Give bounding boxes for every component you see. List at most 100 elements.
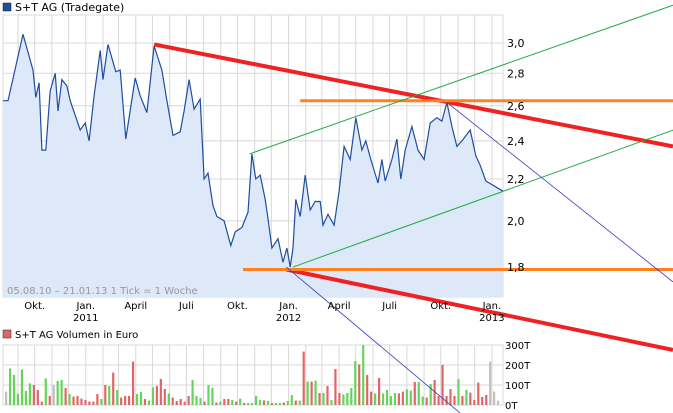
volume-bar: [108, 386, 111, 405]
volume-bar: [310, 381, 313, 405]
trend-line: [446, 102, 673, 283]
volume-bar: [326, 386, 329, 405]
volume-bar: [231, 400, 234, 405]
volume-bar: [44, 378, 47, 405]
volume-bar: [8, 368, 12, 405]
volume-bar: [239, 398, 242, 405]
price-tick-label: 1,8: [507, 261, 525, 274]
volume-bar: [135, 394, 139, 405]
volume-bar: [88, 401, 91, 405]
volume-bar: [243, 403, 246, 405]
volume-bar: [381, 393, 385, 405]
axis-labels: 1,8 2,0 2,2 2,4 2,6 2,8 3,0 0T 100T 200T 300T Okt. J…: [24, 37, 531, 412]
volume-bar: [338, 393, 341, 405]
volume-bar: [199, 398, 202, 405]
volume-bar: [56, 381, 59, 405]
x-tick-label: April: [124, 301, 147, 312]
volume-bar: [465, 390, 468, 405]
volume-bar: [40, 401, 43, 405]
volume-bar: [80, 398, 83, 405]
volume-bar: [413, 382, 416, 405]
volume-bar: [104, 385, 107, 405]
x-tick-label: Jan.: [482, 301, 502, 312]
volume-bar: [457, 379, 460, 405]
volume-bar: [346, 393, 349, 405]
volume-bar: [179, 399, 182, 405]
channel-line: [292, 129, 673, 268]
volume-bar: [461, 396, 464, 405]
volume-tick-label: 100T: [505, 381, 531, 392]
volume-bar: [235, 401, 238, 405]
volume-bar: [497, 400, 500, 405]
volume-bar: [286, 401, 289, 405]
volume-bar: [251, 403, 254, 405]
volume-bar: [155, 386, 158, 405]
volume-bar: [223, 399, 226, 405]
volume-bar: [389, 396, 393, 405]
volume-bar: [282, 402, 285, 405]
price-tick-label: 2,0: [507, 215, 525, 228]
volume-bar: [270, 403, 274, 405]
volume-bar: [139, 392, 143, 405]
volume-bar: [124, 396, 127, 405]
volume-bar: [151, 387, 154, 405]
volume-bar: [441, 365, 444, 405]
trend-lines: [153, 4, 673, 413]
volume-bar: [116, 390, 119, 405]
volume-bar: [278, 403, 281, 405]
volume-bar: [128, 396, 131, 405]
volume-bar: [258, 400, 262, 405]
volume-bar: [393, 393, 397, 405]
volume-bar: [370, 391, 373, 405]
volume-bar: [469, 392, 472, 405]
x-year-label: 2011: [73, 313, 98, 324]
price-tick-label: 2,6: [507, 100, 525, 113]
volume-legend-box: [2, 329, 12, 339]
price-legend-box: [2, 2, 12, 12]
volume-bar: [421, 396, 424, 405]
volume-bar: [385, 390, 389, 405]
volume-bar: [453, 396, 456, 405]
volume-bar: [306, 381, 309, 405]
volume-bar: [481, 397, 484, 405]
price-area: [3, 34, 503, 298]
volume-bar: [318, 393, 321, 405]
volume-tick-label: 300T: [505, 341, 531, 352]
x-tick-label: Jan.: [278, 301, 298, 312]
volume-bar: [489, 361, 492, 405]
volume-bar: [92, 401, 95, 405]
volume-bar: [187, 396, 190, 405]
price-tick-label: 2,8: [507, 67, 525, 80]
volume-bar: [60, 380, 63, 405]
volume-bar: [147, 400, 151, 405]
volume-bar: [377, 378, 381, 405]
volume-bar: [131, 361, 135, 405]
volume-bar: [84, 400, 87, 405]
volume-bar: [254, 396, 258, 405]
volume-bar: [294, 400, 297, 405]
price-tick-label: 3,0: [507, 37, 525, 50]
volume-bar: [20, 369, 24, 405]
price-plot: [3, 34, 504, 298]
volume-tick-label: 200T: [505, 361, 531, 372]
resistance-line: [153, 42, 673, 149]
volume-bar: [366, 375, 369, 405]
volume-bar: [290, 395, 293, 405]
volume-bar: [322, 393, 325, 405]
volume-bar: [175, 401, 178, 405]
volume-bar: [437, 396, 440, 405]
volume-bar: [433, 380, 436, 405]
trend-line: [286, 266, 461, 413]
volume-bar: [477, 382, 480, 405]
volume-bar: [64, 388, 67, 405]
volume-bar: [302, 351, 305, 405]
volume-bar: [401, 391, 404, 405]
x-tick-label: Okt.: [24, 301, 45, 312]
volume-legend: S+T AG Volumen in Euro: [15, 330, 138, 341]
volume-bar: [358, 364, 361, 405]
volume-bar: [76, 396, 79, 405]
volume-bar: [227, 399, 230, 405]
x-tick-label: Juli: [178, 301, 194, 312]
volume-bar: [203, 401, 206, 405]
